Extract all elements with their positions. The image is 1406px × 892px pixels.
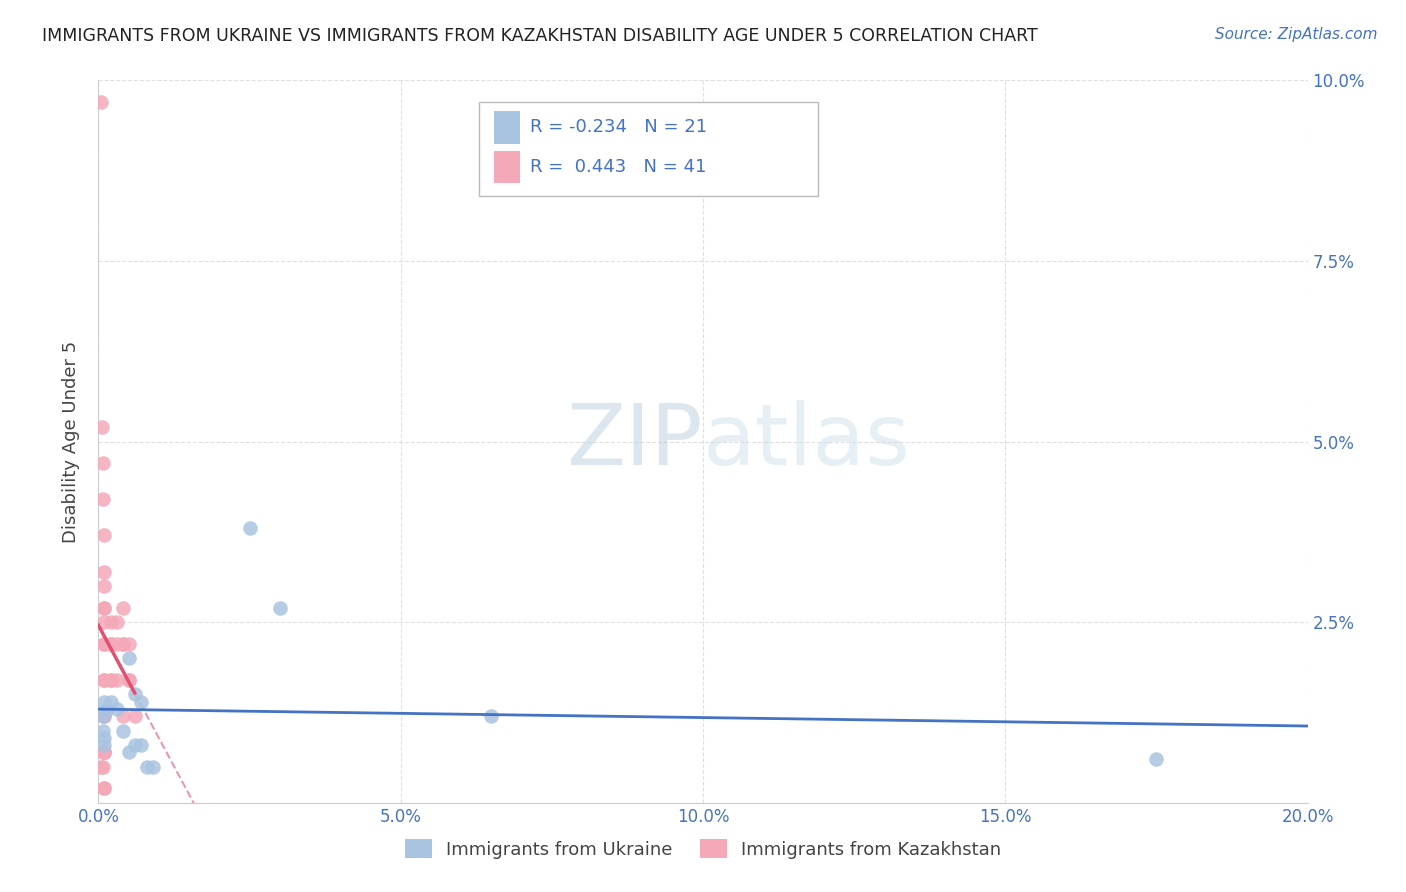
Point <box>111 600 134 615</box>
Text: Source: ZipAtlas.com: Source: ZipAtlas.com <box>1215 27 1378 42</box>
Point <box>91 723 114 738</box>
Point <box>100 637 122 651</box>
Point <box>124 687 146 701</box>
Text: R = -0.234   N = 21: R = -0.234 N = 21 <box>530 119 707 136</box>
Point <box>90 95 112 109</box>
Point <box>111 709 134 723</box>
Point <box>91 760 114 774</box>
Point <box>91 709 114 723</box>
Text: IMMIGRANTS FROM UKRAINE VS IMMIGRANTS FROM KAZAKHSTAN DISABILITY AGE UNDER 5 COR: IMMIGRANTS FROM UKRAINE VS IMMIGRANTS FR… <box>42 27 1038 45</box>
Point <box>93 600 115 615</box>
Point <box>105 637 128 651</box>
Point <box>93 745 115 759</box>
Point <box>481 709 503 723</box>
Point <box>105 615 128 630</box>
Point <box>111 637 134 651</box>
Point <box>93 731 115 745</box>
Point <box>93 637 115 651</box>
Point <box>91 492 114 507</box>
Point <box>105 702 128 716</box>
Point <box>100 637 122 651</box>
Point <box>93 615 115 630</box>
FancyBboxPatch shape <box>479 102 818 196</box>
Point <box>1144 752 1167 766</box>
Point <box>93 673 115 687</box>
Point <box>91 456 114 470</box>
Point <box>100 673 122 687</box>
Point <box>91 745 114 759</box>
Point <box>124 709 146 723</box>
Point <box>118 673 141 687</box>
Point <box>105 673 128 687</box>
Point <box>93 745 115 759</box>
Point <box>118 745 141 759</box>
Point <box>93 781 115 796</box>
Point <box>93 709 115 723</box>
Point <box>129 738 152 752</box>
Point <box>118 651 141 665</box>
Point <box>124 738 146 752</box>
Point <box>91 420 114 434</box>
Point <box>93 637 115 651</box>
Point <box>93 745 115 759</box>
Text: ZIP: ZIP <box>567 400 703 483</box>
Point <box>111 637 134 651</box>
Point <box>93 745 115 759</box>
Point <box>90 760 112 774</box>
Point <box>96 702 118 716</box>
Point <box>269 600 291 615</box>
Point <box>135 760 157 774</box>
Point <box>118 637 141 651</box>
Point <box>93 673 115 687</box>
Point <box>93 528 115 542</box>
Point <box>93 695 115 709</box>
Point <box>100 615 122 630</box>
Bar <box>494 151 520 183</box>
Point <box>93 781 115 796</box>
Bar <box>494 111 520 144</box>
Point <box>239 521 262 535</box>
Y-axis label: Disability Age Under 5: Disability Age Under 5 <box>62 341 80 542</box>
Text: atlas: atlas <box>703 400 911 483</box>
Point <box>142 760 165 774</box>
Point <box>129 695 152 709</box>
Point <box>111 723 134 738</box>
Point <box>93 565 115 579</box>
Point <box>100 695 122 709</box>
Text: R =  0.443   N = 41: R = 0.443 N = 41 <box>530 158 706 176</box>
Point <box>93 738 115 752</box>
Point <box>118 673 141 687</box>
Point <box>93 709 115 723</box>
Point <box>93 579 115 593</box>
Point <box>93 600 115 615</box>
Point <box>100 673 122 687</box>
Legend: Immigrants from Ukraine, Immigrants from Kazakhstan: Immigrants from Ukraine, Immigrants from… <box>398 832 1008 866</box>
